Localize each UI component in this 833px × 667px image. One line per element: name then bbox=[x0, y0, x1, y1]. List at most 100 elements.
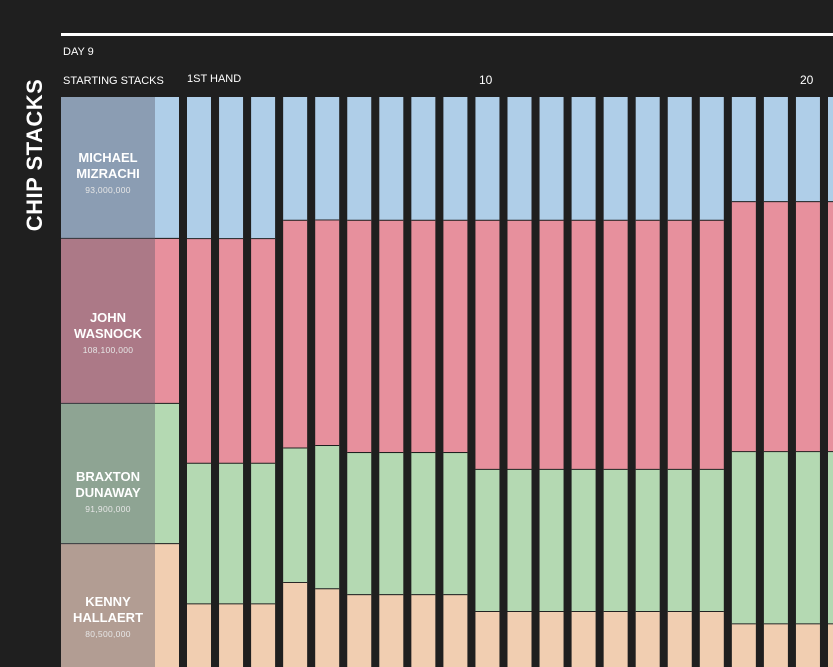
bar-segment-3-2 bbox=[251, 463, 276, 605]
bar-segment-17-0 bbox=[699, 97, 724, 221]
bar-segment-5-1 bbox=[315, 220, 340, 447]
bar-segment-11-3 bbox=[507, 611, 532, 667]
bar-segment-3-1 bbox=[251, 239, 276, 464]
bar-segment-0-3 bbox=[61, 544, 179, 667]
day-label: DAY 9 bbox=[63, 46, 94, 58]
bar-segment-13-3 bbox=[571, 611, 596, 667]
bar-segment-2-2 bbox=[219, 463, 244, 605]
bar-segment-6-1 bbox=[347, 220, 372, 454]
bar-segment-7-2 bbox=[379, 453, 404, 596]
bar-segment-13-0 bbox=[571, 97, 596, 221]
bar-segment-16-2 bbox=[667, 469, 692, 612]
bar-segment-9-0 bbox=[443, 97, 468, 221]
player-name-line: JOHN bbox=[89, 309, 127, 325]
bar-segment-7-1 bbox=[379, 220, 404, 454]
bar-segment-19-2 bbox=[763, 452, 788, 625]
player-name-line: KENNY bbox=[85, 593, 131, 609]
bar-segment-21-0 bbox=[828, 97, 833, 203]
bar-segment-19-1 bbox=[763, 202, 788, 453]
bar-segment-18-0 bbox=[731, 97, 756, 203]
bar-segment-10-1 bbox=[475, 220, 500, 470]
tick-label-10: 10 bbox=[479, 73, 493, 87]
bar-segment-8-2 bbox=[411, 453, 436, 596]
bar-segment-12-2 bbox=[539, 469, 564, 612]
player-label-dunaway: BRAXTON DUNAWAY 91,900,000 bbox=[61, 417, 155, 565]
player-stack: 91,900,000 bbox=[85, 503, 131, 514]
top-rule bbox=[61, 33, 833, 36]
bar-segment-12-3 bbox=[539, 611, 564, 667]
bar-segment-12-1 bbox=[539, 220, 564, 470]
bar-segment-11-0 bbox=[507, 97, 532, 221]
bar-segment-11-1 bbox=[507, 220, 532, 470]
player-name: MICHAEL MIZRACHI bbox=[63, 150, 153, 182]
bar-segment-1-0 bbox=[187, 97, 211, 240]
bar-segment-4-2 bbox=[283, 448, 308, 583]
bar-segment-9-3 bbox=[443, 595, 468, 667]
player-name-line: MICHAEL bbox=[78, 149, 138, 165]
bar-segment-10-2 bbox=[475, 469, 500, 612]
bar-segment-14-2 bbox=[603, 469, 628, 612]
bar-segment-4-3 bbox=[283, 582, 308, 667]
player-stack: 80,500,000 bbox=[85, 628, 131, 639]
bar-segment-6-3 bbox=[347, 595, 372, 667]
player-name: BRAXTON DUNAWAY bbox=[63, 469, 153, 501]
bar-segment-16-0 bbox=[667, 97, 692, 221]
bar-segment-19-0 bbox=[763, 97, 788, 203]
player-label-mizrachi: MICHAEL MIZRACHI 93,000,000 bbox=[61, 97, 155, 247]
bar-segment-7-3 bbox=[379, 595, 404, 667]
bar-segment-21-3 bbox=[828, 624, 833, 667]
player-stack: 108,100,000 bbox=[82, 344, 134, 355]
bar-segment-21-2 bbox=[828, 452, 833, 625]
bar-segment-14-3 bbox=[603, 611, 628, 667]
first-hand-label: 1ST HAND bbox=[187, 73, 242, 85]
bar-segment-6-0 bbox=[347, 97, 372, 221]
bar-segment-14-1 bbox=[603, 220, 628, 470]
bar-segment-13-2 bbox=[571, 469, 596, 612]
bar-segment-17-1 bbox=[699, 220, 724, 470]
player-name-line: DUNAWAY bbox=[75, 484, 141, 500]
bar-segment-10-3 bbox=[475, 611, 500, 667]
bar-segment-1-2 bbox=[187, 463, 211, 605]
bar-segment-9-1 bbox=[443, 220, 468, 454]
bar-segment-0-2 bbox=[61, 403, 179, 545]
bar-segment-21-1 bbox=[828, 202, 833, 453]
tick-label-20: 20 bbox=[800, 73, 814, 87]
bar-segment-18-2 bbox=[731, 452, 756, 625]
bar-segment-8-3 bbox=[411, 595, 436, 667]
bar-segment-17-2 bbox=[699, 469, 724, 612]
bar-segment-5-3 bbox=[315, 589, 340, 667]
bar-segment-10-0 bbox=[475, 97, 500, 221]
starting-stacks-label: STARTING STACKS bbox=[63, 75, 164, 87]
bar-segment-15-2 bbox=[635, 469, 660, 612]
bar-segment-5-2 bbox=[315, 446, 340, 590]
bar-segment-15-3 bbox=[635, 611, 660, 667]
bar-segment-16-3 bbox=[667, 611, 692, 667]
player-name-line: HALLAERT bbox=[72, 609, 144, 625]
bar-segment-2-3 bbox=[219, 604, 244, 667]
bar-segment-11-2 bbox=[507, 469, 532, 612]
bar-segment-20-3 bbox=[795, 624, 820, 667]
player-name: JOHN WASNOCK bbox=[63, 310, 153, 342]
player-name: KENNY HALLAERT bbox=[63, 594, 153, 626]
bar-segment-20-0 bbox=[795, 97, 820, 203]
bar-segment-18-3 bbox=[731, 624, 756, 667]
bar-segment-2-0 bbox=[219, 97, 244, 240]
bar-segment-3-0 bbox=[251, 97, 276, 240]
bar-segment-4-0 bbox=[283, 97, 308, 221]
bar-segment-14-0 bbox=[603, 97, 628, 221]
bar-segment-5-0 bbox=[315, 97, 340, 221]
bar-segment-20-2 bbox=[795, 452, 820, 625]
player-label-wasnock: JOHN WASNOCK 108,100,000 bbox=[61, 247, 155, 417]
player-stack: 93,000,000 bbox=[85, 184, 131, 195]
bar-segment-2-1 bbox=[219, 239, 244, 464]
bar-segment-15-1 bbox=[635, 220, 660, 470]
bar-segment-0-0 bbox=[61, 97, 179, 239]
bar-segment-7-0 bbox=[379, 97, 404, 221]
bar-segment-8-0 bbox=[411, 97, 436, 221]
bar-segment-19-3 bbox=[763, 624, 788, 667]
starting-stacks-overlay bbox=[61, 97, 155, 667]
player-name-line: MIZRACHI bbox=[76, 165, 140, 181]
bar-segment-20-1 bbox=[795, 202, 820, 453]
bar-segment-13-1 bbox=[571, 220, 596, 470]
